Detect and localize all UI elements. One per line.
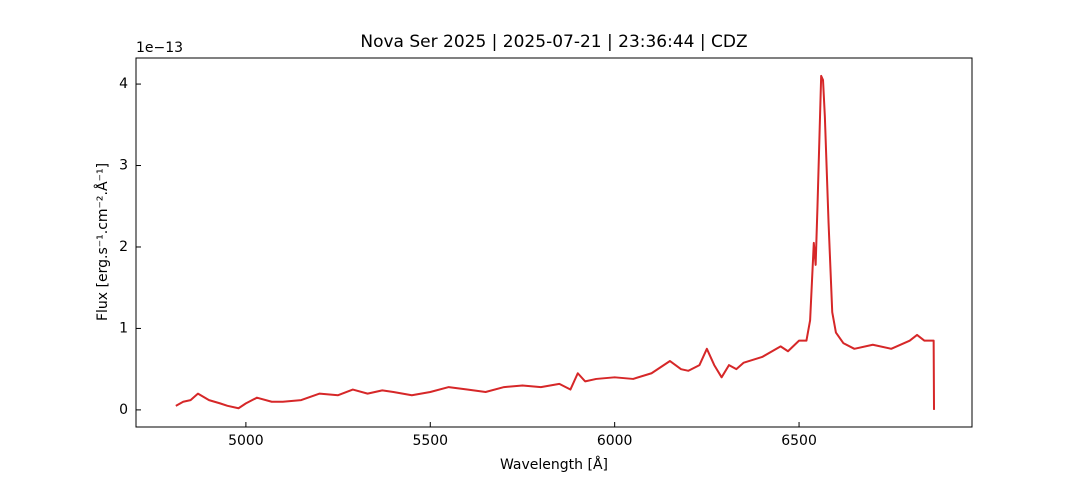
x-axis-label: Wavelength [Å]: [500, 456, 608, 473]
y-tick-label: 3: [119, 158, 128, 174]
x-tick-label: 6500: [781, 433, 817, 449]
plot-frame: [135, 57, 973, 428]
y-tick-label: 0: [119, 402, 128, 418]
y-tick-label: 2: [119, 239, 128, 255]
y-tick-label: 1: [119, 320, 128, 336]
y-offset-label: 1e−13: [136, 40, 183, 56]
x-tick-label: 6000: [597, 433, 633, 449]
spectrum-line: [175, 74, 936, 410]
x-tick-label: 5000: [228, 433, 264, 449]
y-tick-label: 4: [119, 76, 128, 92]
y-axis-label: Flux [erg.s⁻¹.cm⁻².Å⁻¹]: [94, 163, 111, 321]
x-tick-label: 5500: [412, 433, 448, 449]
chart-title: Nova Ser 2025 | 2025-07-21 | 23:36:44 | …: [360, 32, 747, 52]
